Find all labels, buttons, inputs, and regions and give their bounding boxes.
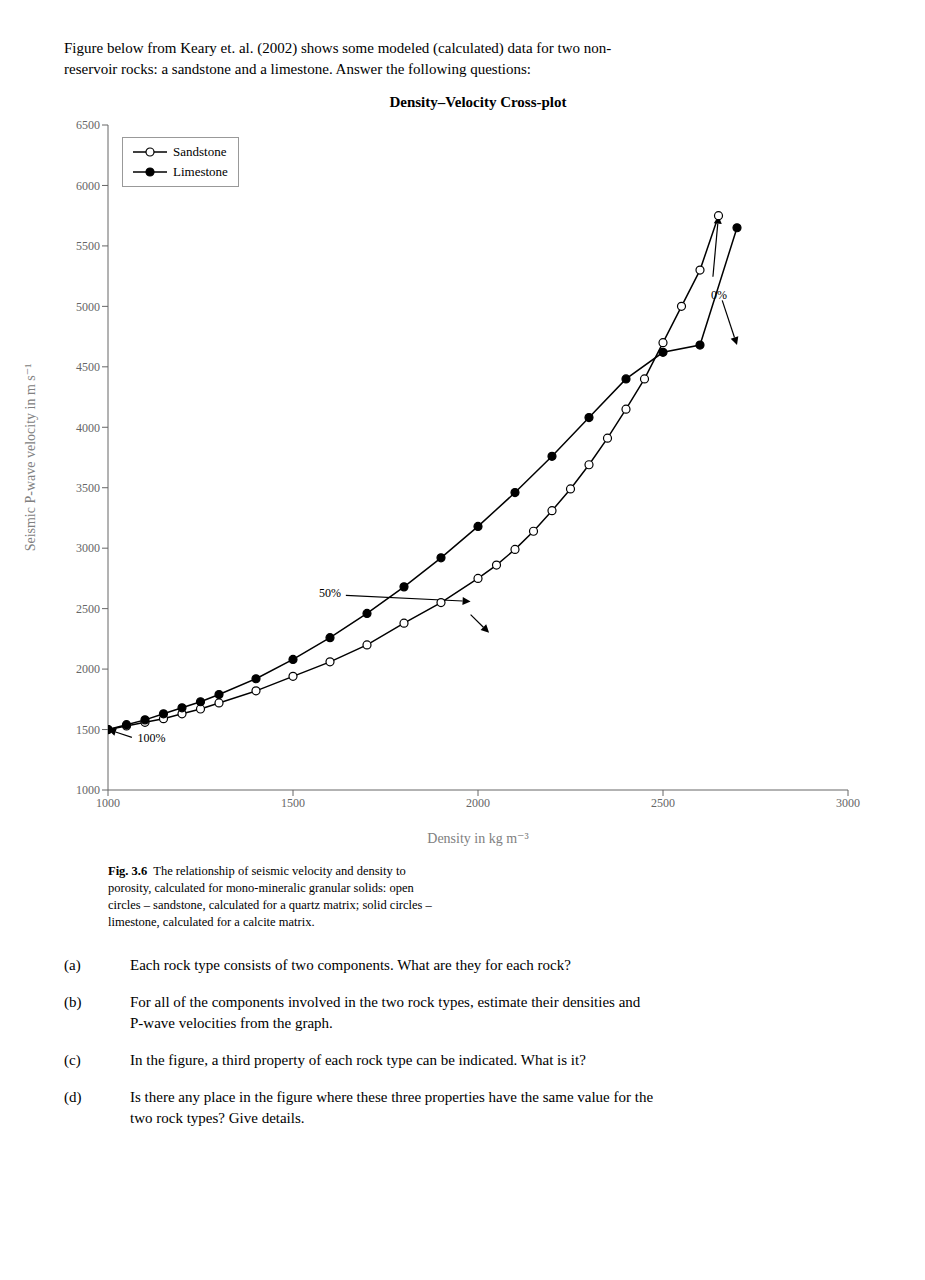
svg-text:6000: 6000 — [76, 179, 100, 193]
svg-text:4500: 4500 — [76, 360, 100, 374]
html-text:Fig. 3.6 The relationship of s: Fig. 3.6 The relationship of seismic vel… — [108, 864, 432, 929]
html-text:In the figure, a third propert: In the figure, a third property of each … — [130, 1052, 586, 1068]
svg-text:2000: 2000 — [466, 796, 490, 810]
svg-text:Seismic P-wave velocity in m s: Seismic P-wave velocity in m s⁻¹ — [23, 364, 38, 552]
html-text:(d): (d) — [64, 1089, 82, 1105]
svg-text:5000: 5000 — [76, 300, 100, 314]
html-text:Figure below from Keary et. al: Figure below from Keary et. al. (2002) s… — [64, 40, 612, 77]
html-text:(c): (c) — [64, 1052, 81, 1068]
html-text:For all of the components invo: For all of the components involved in th… — [130, 994, 641, 1031]
svg-text:5500: 5500 — [76, 239, 100, 253]
svg-text:0%: 0% — [711, 288, 727, 302]
svg-text:2500: 2500 — [651, 796, 675, 810]
svg-text:1500: 1500 — [76, 723, 100, 737]
html-text:Density–Velocity Cross-plot: Density–Velocity Cross-plot — [389, 94, 567, 110]
svg-text:1500: 1500 — [281, 796, 305, 810]
svg-text:100%: 100% — [138, 731, 166, 745]
svg-text:Density in kg m⁻³: Density in kg m⁻³ — [427, 831, 528, 846]
svg-text:3500: 3500 — [76, 481, 100, 495]
svg-text:4000: 4000 — [76, 421, 100, 435]
svg-text:1000: 1000 — [96, 796, 120, 810]
html-text:(b): (b) — [64, 994, 82, 1010]
svg-text:6500: 6500 — [76, 118, 100, 132]
html-text:Limestone: Limestone — [173, 164, 228, 179]
svg-text:50%: 50% — [319, 586, 341, 600]
html-text:Sandstone: Sandstone — [173, 144, 227, 159]
html-text:Each rock type consists of two: Each rock type consists of two component… — [130, 957, 571, 973]
svg-text:3000: 3000 — [76, 541, 100, 555]
html-text:(a): (a) — [64, 957, 81, 973]
svg-text:2000: 2000 — [76, 662, 100, 676]
svg-text:3000: 3000 — [836, 796, 860, 810]
svg-text:1000: 1000 — [76, 783, 100, 797]
html-text:Is there any place in the figu: Is there any place in the figure where t… — [130, 1089, 654, 1126]
svg-text:2500: 2500 — [76, 602, 100, 616]
